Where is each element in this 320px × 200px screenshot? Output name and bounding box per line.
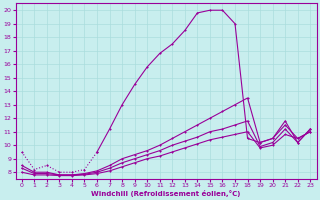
- X-axis label: Windchill (Refroidissement éolien,°C): Windchill (Refroidissement éolien,°C): [91, 190, 241, 197]
